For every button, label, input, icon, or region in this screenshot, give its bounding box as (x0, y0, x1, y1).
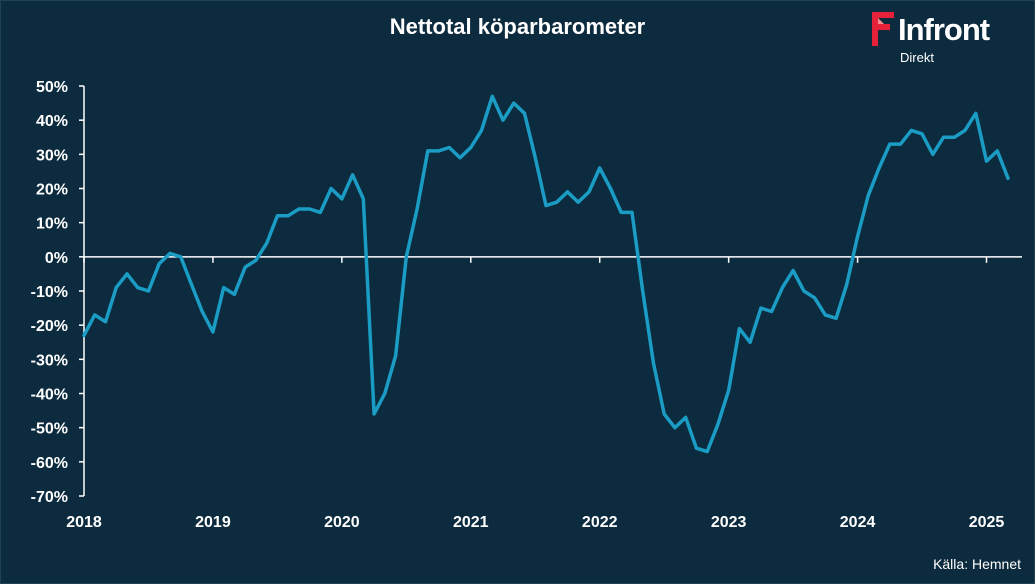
y-tick-label: 20% (36, 182, 68, 199)
x-tick-label: 2024 (840, 514, 876, 531)
y-tick-label: -20% (31, 318, 68, 335)
y-tick-label: -60% (31, 455, 68, 472)
x-tick-label: 2025 (969, 514, 1005, 531)
y-tick-label: 10% (36, 216, 68, 233)
source-note: Källa: Hemnet (933, 556, 1021, 572)
y-tick-label: -10% (31, 284, 68, 301)
y-tick-label: -70% (31, 489, 68, 506)
y-tick-label: 40% (36, 113, 68, 130)
logo-subtitle: Direkt (900, 50, 934, 65)
x-tick-label: 2021 (453, 514, 489, 531)
x-tick-label: 2018 (66, 514, 102, 531)
brand-logo: Infront Direkt (870, 8, 1030, 68)
y-tick-label: -40% (31, 387, 68, 404)
x-tick-label: 2023 (711, 514, 747, 531)
y-tick-label: 30% (36, 147, 68, 164)
y-tick-label: 50% (36, 79, 68, 96)
infront-logo-icon (872, 12, 894, 46)
x-tick-label: 2020 (324, 514, 360, 531)
logo-wordmark: Infront (898, 12, 990, 47)
y-tick-label: -50% (31, 421, 68, 438)
series-line (82, 94, 1010, 454)
x-tick-label: 2022 (582, 514, 618, 531)
chart-title: Nettotal köparbarometer (389, 14, 646, 39)
y-tick-label: -30% (31, 352, 68, 369)
x-tick-label: 2019 (195, 514, 231, 531)
y-tick-label: 0% (45, 250, 68, 267)
